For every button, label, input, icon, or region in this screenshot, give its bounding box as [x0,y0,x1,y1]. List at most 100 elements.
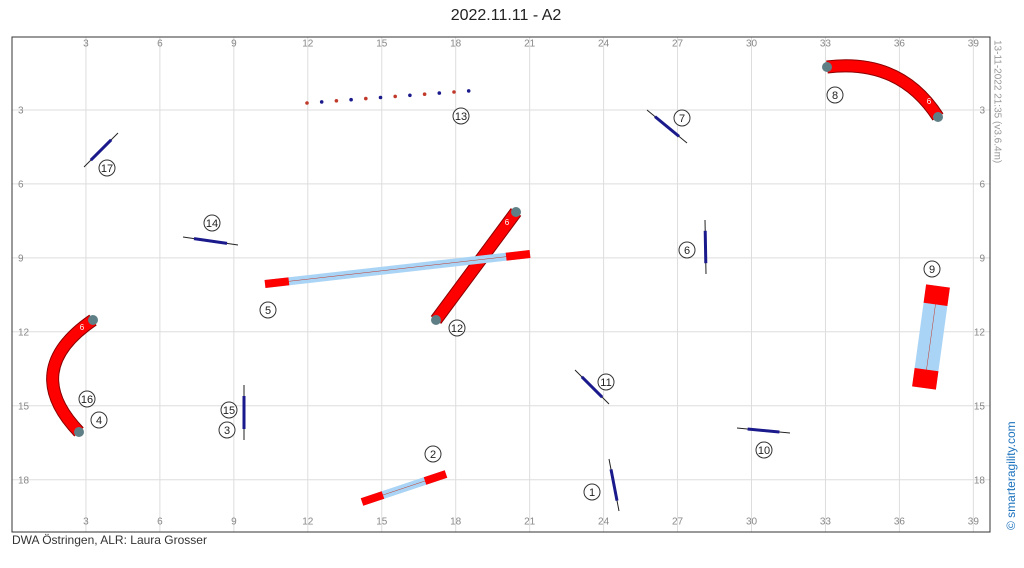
number-badge [755,441,773,459]
jump-bar [580,375,604,399]
weave-pole [305,101,309,105]
number-badge [673,109,691,127]
number-badge [597,373,615,391]
weave-pole [319,100,324,104]
a-frame-contact [923,284,950,306]
a-frame-contact [912,368,939,390]
weave-pole [393,94,398,99]
x-tick-label: 9 [231,517,237,528]
x-tick-label: 36 [894,39,906,50]
footer: DWA Östringen, ALR: Laura Grosser [12,533,207,547]
x-tick-label: 21 [524,39,536,50]
x-tick-label: 6 [157,517,163,528]
x-tick-label: 24 [598,39,610,50]
weave-pole [364,96,368,101]
tunnel-end [822,62,832,72]
weave-pole [437,91,442,95]
field-border [11,36,991,533]
number-badge [98,159,116,177]
x-tick-label: 15 [376,39,388,50]
jump-bar [193,237,228,245]
obstacle-number: 12 [451,323,463,335]
credit: © smarteragility.com [1004,421,1018,530]
obstacle-number: 6 [684,245,690,257]
number-badge [218,421,236,439]
y-tick-label: 18 [18,475,30,486]
y-tick-label: 15 [18,401,30,412]
y-tick-label: 12 [18,327,30,338]
x-tick-label: 30 [746,39,758,50]
x-tick-label: 15 [376,517,388,528]
number-badge [678,241,696,259]
x-tick-label: 18 [450,39,462,50]
tunnel [47,315,97,436]
number-badge [452,107,470,125]
number-badge [583,483,601,501]
tunnel-end [431,315,441,325]
x-tick-label: 24 [598,517,610,528]
y-tick-label: 12 [974,327,986,338]
weave-pole [378,95,383,100]
weave-pole [408,93,412,98]
tunnel-end [88,315,98,325]
y-tick-label: 15 [974,401,986,412]
x-tick-label: 12 [302,517,314,528]
x-tick-label: 3 [83,39,89,50]
x-tick-label: 21 [524,517,536,528]
number-badge [220,401,238,419]
number-badge [424,445,442,463]
obstacle-number: 13 [455,111,467,123]
grid: 3366991212151518182121242427273030333336… [12,37,990,532]
obstacle-number: 8 [832,90,838,102]
obstacle-number: 5 [265,305,271,317]
jump-bar [654,115,680,138]
obstacle-number: 2 [430,449,436,461]
y-tick-label: 18 [974,475,986,486]
x-tick-label: 3 [83,517,89,528]
x-tick-label: 12 [302,39,314,50]
y-tick-label: 3 [979,106,985,117]
tunnel-end [933,112,943,122]
x-tick-label: 39 [968,39,980,50]
tunnel-end [511,207,521,217]
y-tick-label: 6 [979,180,985,191]
number-badge [78,390,96,408]
x-tick-label: 6 [157,39,163,50]
dog-walk-contact [505,250,531,261]
obstacle-number: 7 [679,113,685,125]
weave-pole [452,90,456,94]
tunnel-length: 6 [80,323,85,332]
obstacle-number: 11 [600,377,611,389]
x-tick-label: 36 [894,517,906,528]
number-badge [826,86,844,104]
weave-pole [349,97,353,102]
obstacle-number: 10 [758,445,770,457]
y-tick-label: 6 [18,180,24,191]
number-badge [90,411,108,429]
number-badge [203,214,221,232]
seesaw-contact [423,470,448,485]
obstacle-number: 16 [81,394,93,406]
y-tick-label: 9 [18,253,24,264]
obstacle-number: 15 [223,405,235,417]
obstacle-number: 9 [929,264,935,276]
x-tick-label: 39 [968,517,980,528]
tunnel [826,60,943,121]
tunnel-end [74,427,84,437]
y-tick-label: 3 [18,106,24,117]
jump-bar [747,427,780,434]
number-badge [259,301,277,319]
x-tick-label: 27 [672,517,684,528]
jump-bar [89,138,113,162]
tunnel-length: 6 [927,97,932,106]
x-tick-label: 27 [672,39,684,50]
dog-walk-contact [264,277,290,288]
jump-bar [609,469,619,501]
number-badge [923,260,941,278]
title: 2022.11.11 - A2 [451,7,562,24]
x-tick-label: 30 [746,517,758,528]
x-tick-label: 9 [231,39,237,50]
weave-pole [466,89,471,93]
